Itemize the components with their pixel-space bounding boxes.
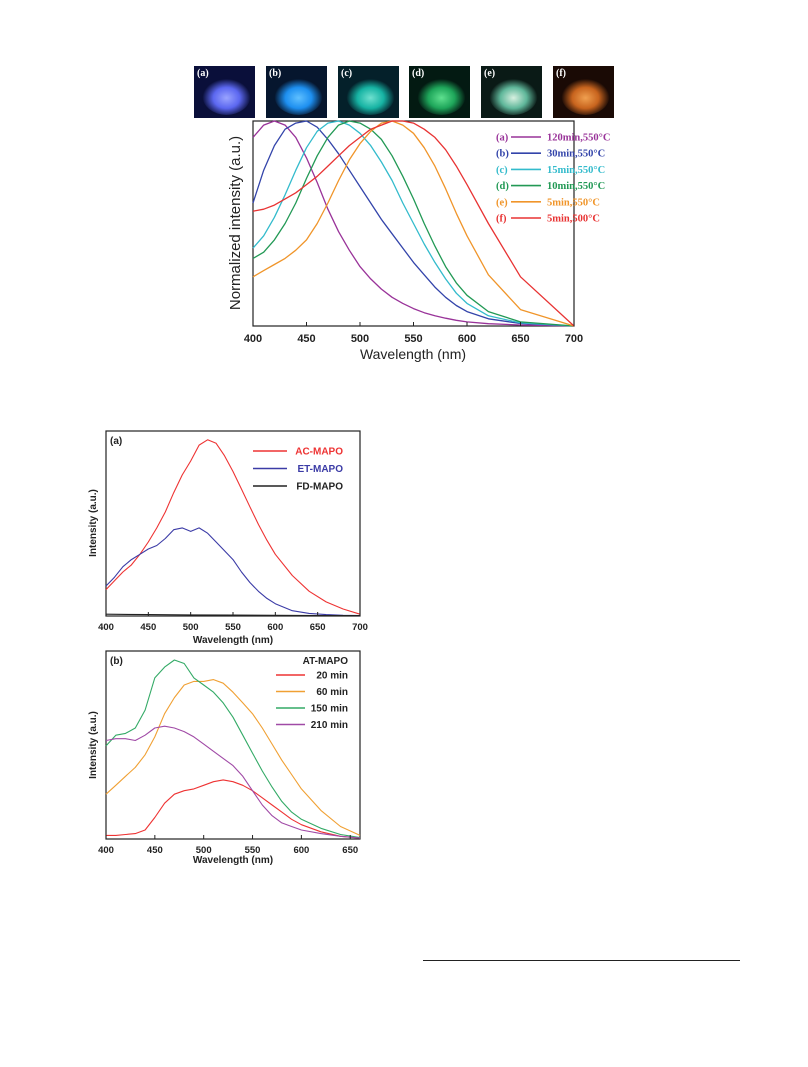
x-tick-label: 600 xyxy=(293,845,309,856)
x-tick-label: 650 xyxy=(511,333,529,345)
panel-b-chart: (b) AT-MAPO 400 450 500 550 600 650 Wavelengt… xyxy=(88,650,361,866)
series-line xyxy=(252,120,575,327)
series-line xyxy=(106,779,361,839)
x-tick-label: 450 xyxy=(297,333,315,345)
x-tick-label: 500 xyxy=(196,845,212,856)
x-tick-label: 500 xyxy=(183,622,199,633)
sample-photo-label: (c) xyxy=(341,68,352,79)
x-tick-label: 550 xyxy=(225,622,241,633)
legend-label: 20 min xyxy=(316,671,348,682)
legend-label: (c) xyxy=(496,165,508,176)
x-tick-label: 500 xyxy=(351,333,369,345)
x-tick-label: 700 xyxy=(565,333,583,345)
sample-photo: (b) xyxy=(265,66,327,118)
sample-photo: (f) xyxy=(553,66,614,118)
series-line xyxy=(252,120,575,327)
panel-a-frame xyxy=(105,430,361,617)
top-chart: 400 450 500 550 600 650 700 Wavelength (nm) No… xyxy=(227,120,610,362)
sample-photo-label: (e) xyxy=(484,68,495,79)
sample-photo: (e) xyxy=(481,66,543,118)
panel-b-label: (b) xyxy=(110,656,123,667)
series-line xyxy=(105,679,361,836)
legend-label: FD-MAPO xyxy=(296,482,343,493)
series-line xyxy=(105,725,361,839)
sample-photo: (a) xyxy=(194,66,255,118)
sample-photo-label: (d) xyxy=(412,68,424,79)
x-tick-label: 400 xyxy=(244,333,262,345)
legend-label: 10min,550°C xyxy=(547,181,605,192)
x-tick-label: 600 xyxy=(458,333,476,345)
sample-photo-label: (b) xyxy=(269,68,281,79)
series-line xyxy=(252,120,575,327)
legend-label: 60 min xyxy=(316,687,348,698)
legend-label: ET-MAPO xyxy=(297,464,343,475)
panel-a-chart: (a) 400 450 500 550 600 650 700 Wavelength (nm… xyxy=(88,430,368,646)
x-tick-label: 550 xyxy=(245,845,261,856)
legend-label: (d) xyxy=(496,181,509,192)
x-tick-label: 650 xyxy=(310,622,326,633)
sample-photo-label: (f) xyxy=(556,68,566,79)
sample-photo: (c) xyxy=(337,66,399,118)
sample-photo-strip: (a) (b) (c) (d) (e) (f) xyxy=(194,66,614,118)
series-line xyxy=(252,120,575,327)
legend-label: 5min,550°C xyxy=(547,197,600,208)
legend-label: (e) xyxy=(496,197,508,208)
x-tick-label: 400 xyxy=(98,622,114,633)
sample-photo-label: (a) xyxy=(197,68,209,79)
legend-label: 150 min xyxy=(311,704,348,715)
footnote-rule xyxy=(423,960,740,961)
x-tick-label: 400 xyxy=(98,845,114,856)
top-xlabel: Wavelength (nm) xyxy=(360,346,466,362)
x-tick-label: 450 xyxy=(147,845,163,856)
legend-label: 30min,550°C xyxy=(547,149,605,160)
legend-label: (a) xyxy=(496,133,509,144)
panel-b-ylabel: Intensity (a.u.) xyxy=(88,711,99,779)
panel-b-frame xyxy=(105,650,361,840)
legend-label: (b) xyxy=(496,149,509,160)
x-tick-label: 650 xyxy=(342,845,358,856)
x-tick-label: 450 xyxy=(140,622,156,633)
panel-a-xlabel: Wavelength (nm) xyxy=(193,635,273,646)
sample-photo: (d) xyxy=(409,66,471,118)
legend-label: 120min,550°C xyxy=(547,133,610,144)
legend-label: 5min,500°C xyxy=(547,214,600,225)
panel-a-ylabel: Intensity (a.u.) xyxy=(88,489,99,557)
panel-b-xlabel: Wavelength (nm) xyxy=(193,855,273,866)
legend-label: (f) xyxy=(496,214,507,225)
series-line xyxy=(105,439,361,615)
panel-a-label: (a) xyxy=(110,436,122,447)
x-tick-label: 550 xyxy=(404,333,422,345)
legend-label: 210 min xyxy=(311,720,348,731)
series-line xyxy=(105,659,361,839)
series-line xyxy=(252,120,575,327)
top-ylabel: Normalized intensity (a.u.) xyxy=(227,136,244,310)
x-tick-label: 600 xyxy=(267,622,283,633)
legend-label: AC-MAPO xyxy=(295,447,343,458)
x-tick-label: 700 xyxy=(352,622,368,633)
series-line xyxy=(105,527,361,617)
legend-label: 15min,550°C xyxy=(547,165,605,176)
panel-b-title: AT-MAPO xyxy=(303,656,349,667)
